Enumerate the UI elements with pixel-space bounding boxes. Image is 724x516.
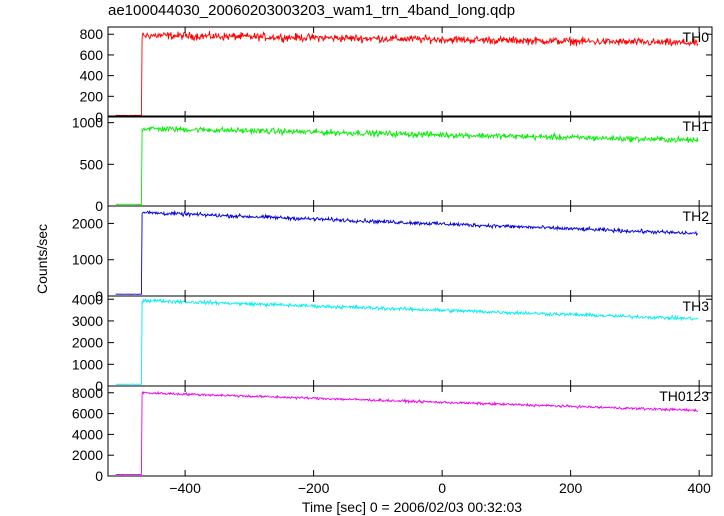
y-tick-label: 1000 bbox=[72, 252, 103, 268]
y-tick-label: 4000 bbox=[72, 291, 103, 307]
panel-th2: 0 1000 2000 TH2 bbox=[72, 205, 713, 304]
series-th0123 bbox=[115, 390, 699, 475]
x-tick-label: −200 bbox=[298, 480, 330, 496]
y-tick-label: 800 bbox=[80, 26, 104, 42]
panel-frame bbox=[107, 385, 713, 477]
x-tick-label: −400 bbox=[169, 480, 201, 496]
x-axis-label: Time [sec] 0 = 2006/02/03 00:32:03 bbox=[302, 499, 522, 515]
series-label: TH0 bbox=[683, 29, 710, 45]
y-tick-label: 1000 bbox=[72, 115, 103, 131]
y-tick-label: 200 bbox=[80, 88, 104, 104]
y-axis-label: Counts/sec bbox=[34, 224, 50, 294]
series-th1 bbox=[115, 125, 699, 206]
x-tick-label: 400 bbox=[687, 480, 711, 496]
plot-title: ae100044030_20060203003203_wam1_trn_4ban… bbox=[108, 2, 516, 19]
series-label: TH2 bbox=[683, 208, 710, 224]
y-tick-label: 0 bbox=[95, 198, 103, 214]
panel-th3: 0 1000 2000 3000 4000 TH3 bbox=[72, 291, 713, 394]
y-tick-label: 0 bbox=[95, 468, 103, 484]
y-tick-label: 500 bbox=[80, 156, 104, 172]
y-tick-label: 4000 bbox=[72, 426, 103, 442]
y-tick-label: 2000 bbox=[72, 335, 103, 351]
panel-th0: 0 200 400 600 800 TH0 bbox=[80, 26, 713, 125]
panel-frame bbox=[107, 115, 713, 207]
y-tick-label: 1000 bbox=[72, 356, 103, 372]
series-label: TH1 bbox=[683, 118, 710, 134]
series-label: TH3 bbox=[683, 298, 710, 314]
series-th0 bbox=[115, 31, 699, 117]
y-tick-label: 6000 bbox=[72, 406, 103, 422]
y-tick-label: 0 bbox=[95, 109, 103, 125]
y-tick-label: 2000 bbox=[72, 447, 103, 463]
x-tick-label: 200 bbox=[559, 480, 583, 496]
x-tick-label: 0 bbox=[438, 480, 446, 496]
y-tick-label: 3000 bbox=[72, 313, 103, 329]
y-tick-label: 2000 bbox=[72, 215, 103, 231]
panel-frame bbox=[107, 205, 713, 297]
y-tick-label: 8000 bbox=[72, 385, 103, 401]
panel-frame bbox=[107, 26, 713, 118]
panel-th0123: 0 2000 4000 6000 8000 TH0123 bbox=[72, 385, 713, 484]
y-tick-label: 0 bbox=[95, 288, 103, 304]
series-label: TH0123 bbox=[659, 388, 709, 404]
y-tick-label: 400 bbox=[80, 68, 104, 84]
x-axis: −400 −200 0 200 400 bbox=[169, 480, 711, 496]
y-tick-label: 0 bbox=[95, 378, 103, 394]
series-th2 bbox=[115, 209, 699, 295]
y-tick-label: 600 bbox=[80, 47, 104, 63]
series-th3 bbox=[115, 297, 699, 385]
panel-th1: 0 500 1000 TH1 bbox=[72, 115, 713, 214]
